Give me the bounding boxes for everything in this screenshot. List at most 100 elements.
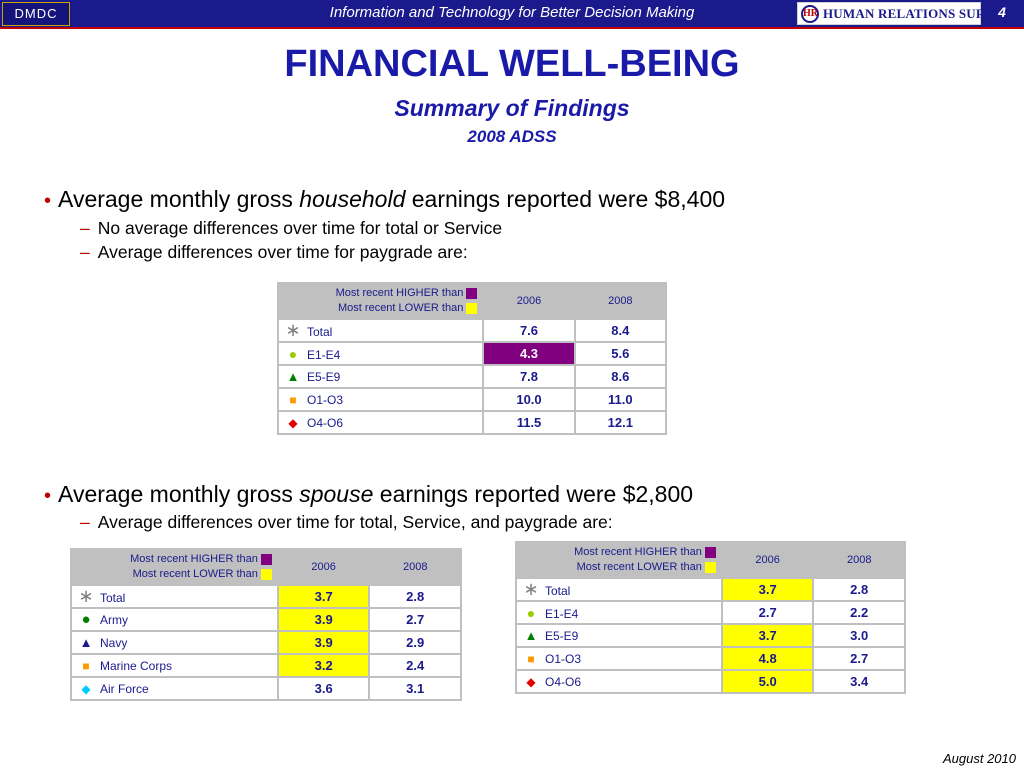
- row-label-cell: ∗ Total: [276, 318, 485, 343]
- sub-bullet: – No average differences over time for to…: [80, 218, 502, 239]
- table-row: ∗ Total 3.7 2.8: [515, 577, 906, 602]
- bullet-emphasis: household: [299, 186, 406, 212]
- sub-bullet: – Average differences over time for total…: [80, 512, 613, 533]
- row-label: O4-O6: [545, 674, 582, 689]
- value-2006: 3.2: [276, 653, 371, 678]
- bullet-emphasis: spouse: [299, 481, 374, 507]
- legend-higher-label: Most recent HIGHER than: [335, 287, 464, 299]
- table-row: ● E1-E4 4.3 5.6: [276, 341, 668, 366]
- table-row: ■ Marine Corps 3.2 2.4: [70, 653, 462, 678]
- header-divider: [0, 27, 1024, 29]
- table-header-row: Most recent HIGHER than Most recent LOWER…: [276, 282, 668, 320]
- green-circle-icon: ●: [526, 604, 536, 621]
- row-label: Total: [307, 325, 333, 339]
- table-row: ∗ Total 7.6 8.4: [276, 318, 668, 343]
- table-row: ■ O1-O3 4.8 2.7: [515, 646, 906, 671]
- red-diamond-icon: ◆: [526, 674, 536, 689]
- year-header: 2006: [720, 541, 815, 579]
- value-2008: 8.4: [573, 318, 668, 343]
- row-label: O1-O3: [307, 392, 344, 407]
- legend-lower-label: Most recent LOWER than: [338, 302, 464, 314]
- row-label-cell: ◆ Air Force: [70, 676, 279, 701]
- orange-square-icon: ■: [289, 392, 297, 407]
- row-label-cell: ∗ Total: [70, 584, 279, 609]
- value-2006: 3.7: [276, 584, 371, 609]
- table-row: ● E1-E4 2.7 2.2: [515, 600, 906, 625]
- year-header: 2008: [368, 548, 462, 586]
- value-2006: 3.7: [720, 577, 815, 602]
- value-2006: 7.6: [482, 318, 576, 343]
- year-header: 2008: [573, 282, 668, 320]
- sub-bullet-text: No average differences over time for tot…: [97, 218, 503, 238]
- sub-bullet-text: Average differences over time for paygra…: [97, 242, 468, 262]
- table-header-row: Most recent HIGHER than Most recent LOWER…: [70, 548, 462, 586]
- hrs-logo: HR HUMAN RELATIONS SURVEYS: [797, 2, 1020, 25]
- page-subtitle: Summary of Findings: [394, 95, 630, 121]
- bullet-dot: •: [44, 190, 52, 212]
- row-label-cell: ∗ Total: [515, 577, 723, 602]
- spouse-service-table: Most recent HIGHER than Most recent LOWER…: [70, 548, 462, 701]
- value-2006: 3.9: [276, 607, 371, 632]
- legend-lower-label: Most recent LOWER than: [132, 568, 258, 580]
- table-row: ● Army 3.9 2.7: [70, 607, 462, 632]
- table-row: ▲ Navy 3.9 2.9: [70, 630, 462, 655]
- page-title: FINANCIAL WELL-BEING: [284, 43, 740, 85]
- bullet-text: earnings reported were $8,400: [405, 186, 726, 212]
- spouse-paygrade-table: Most recent HIGHER than Most recent LOWER…: [515, 541, 906, 694]
- value-2008: 11.0: [573, 387, 668, 412]
- red-diamond-icon: ◆: [288, 415, 298, 430]
- year-header: 2006: [482, 282, 576, 320]
- value-2008: 2.8: [368, 584, 462, 609]
- row-label-cell: ◆ O4-O6: [276, 410, 485, 435]
- row-label-cell: ■ O1-O3: [276, 387, 485, 412]
- lower-swatch: [704, 561, 716, 573]
- page-number: 4: [998, 4, 1006, 20]
- bullet-spouse: • Average monthly gross spouse earnings r…: [44, 481, 693, 508]
- value-2008: 3.4: [812, 669, 906, 694]
- value-2006: 5.0: [720, 669, 815, 694]
- row-label: E1-E4: [545, 606, 579, 621]
- row-label-cell: ● E1-E4: [276, 341, 485, 366]
- row-label: E1-E4: [307, 347, 341, 362]
- lower-swatch: [260, 568, 272, 580]
- value-2008: 3.0: [812, 623, 906, 648]
- value-2006: 11.5: [482, 410, 576, 435]
- header-tagline: Information and Technology for Better De…: [329, 4, 695, 21]
- row-label: O4-O6: [307, 415, 344, 430]
- row-label-cell: ▲ Navy: [70, 630, 279, 655]
- bullet-text: earnings reported were $2,800: [373, 481, 694, 507]
- value-2008: 5.6: [573, 341, 668, 366]
- higher-swatch: [260, 553, 272, 565]
- value-2006: 4.8: [720, 646, 815, 671]
- orange-square-icon: ■: [82, 658, 90, 673]
- row-label: E5-E9: [307, 370, 341, 384]
- row-label-cell: ● Army: [70, 607, 279, 632]
- green-triangle-icon: ▲: [524, 628, 538, 643]
- asterisk-icon: ∗: [285, 320, 301, 340]
- row-label: Marine Corps: [100, 658, 173, 673]
- legend-higher-label: Most recent HIGHER than: [574, 546, 702, 558]
- footer-date: August 2010: [942, 751, 1016, 766]
- table-row: ■ O1-O3 10.0 11.0: [276, 387, 668, 412]
- value-2008: 2.2: [812, 600, 906, 625]
- dash-marker: –: [80, 242, 90, 262]
- value-2008: 12.1: [573, 410, 668, 435]
- row-label: E5-E9: [545, 629, 579, 643]
- legend-cell: Most recent HIGHER than Most recent LOWER…: [276, 282, 485, 320]
- lower-swatch: [466, 302, 478, 314]
- table-row: ◆ O4-O6 5.0 3.4: [515, 669, 906, 694]
- row-label-cell: ● E1-E4: [515, 600, 723, 625]
- value-2008: 2.8: [812, 577, 906, 602]
- value-2006: 2.7: [720, 600, 815, 625]
- dark-green-circle-icon: ●: [81, 611, 91, 628]
- row-label: Army: [100, 613, 128, 627]
- row-label: Total: [545, 584, 571, 598]
- value-2006: 7.8: [482, 364, 576, 389]
- row-label-cell: ■ O1-O3: [515, 646, 723, 671]
- asterisk-icon: ∗: [78, 586, 94, 606]
- value-2006: 3.7: [720, 623, 815, 648]
- row-label-cell: ▲ E5-E9: [515, 623, 723, 648]
- legend-higher-label: Most recent HIGHER than: [130, 553, 258, 565]
- row-label: O1-O3: [545, 651, 582, 666]
- row-label-cell: ▲ E5-E9: [276, 364, 485, 389]
